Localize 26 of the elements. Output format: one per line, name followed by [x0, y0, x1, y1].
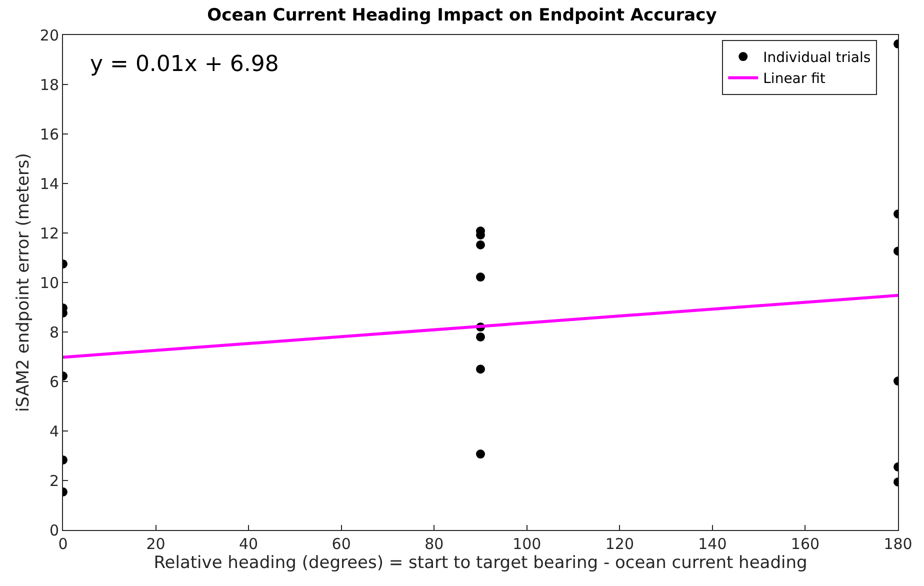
- x-tick-label: 120: [605, 535, 634, 553]
- x-tick-label: 160: [790, 535, 820, 553]
- y-tick-label: 8: [49, 323, 59, 342]
- chart-title: Ocean Current Heading Impact on Endpoint Accuracy: [207, 6, 717, 26]
- y-tick-label: 14: [40, 174, 59, 193]
- x-tick-label: 100: [512, 535, 542, 553]
- y-tick-label: 6: [49, 372, 59, 391]
- annotation: y = 0.01x + 6.98: [90, 52, 279, 77]
- legend-label: Individual trials: [763, 50, 871, 66]
- y-tick-label: 16: [40, 125, 59, 144]
- x-tick-label: 20: [146, 535, 166, 553]
- x-tick-label: 80: [424, 535, 444, 553]
- legend-label: Linear fit: [763, 71, 826, 88]
- x-axis-title: Relative heading (degrees) = start to target bearing - ocean current heading: [154, 553, 808, 573]
- y-tick-label: 10: [40, 274, 59, 292]
- y-tick-label: 20: [40, 26, 59, 44]
- x-tick-label: 180: [884, 535, 912, 553]
- y-axis-title: iSAM2 endpoint error (meters): [13, 153, 34, 412]
- y-tick-label: 0: [49, 521, 59, 540]
- y-tick-label: 12: [40, 224, 59, 242]
- x-tick-label: 140: [698, 535, 727, 553]
- x-tick-label: 40: [239, 535, 258, 553]
- x-tick-label: 60: [332, 535, 351, 553]
- y-tick-label: 4: [49, 422, 59, 440]
- y-tick-label: 18: [40, 76, 59, 94]
- y-tick-label: 2: [49, 472, 59, 490]
